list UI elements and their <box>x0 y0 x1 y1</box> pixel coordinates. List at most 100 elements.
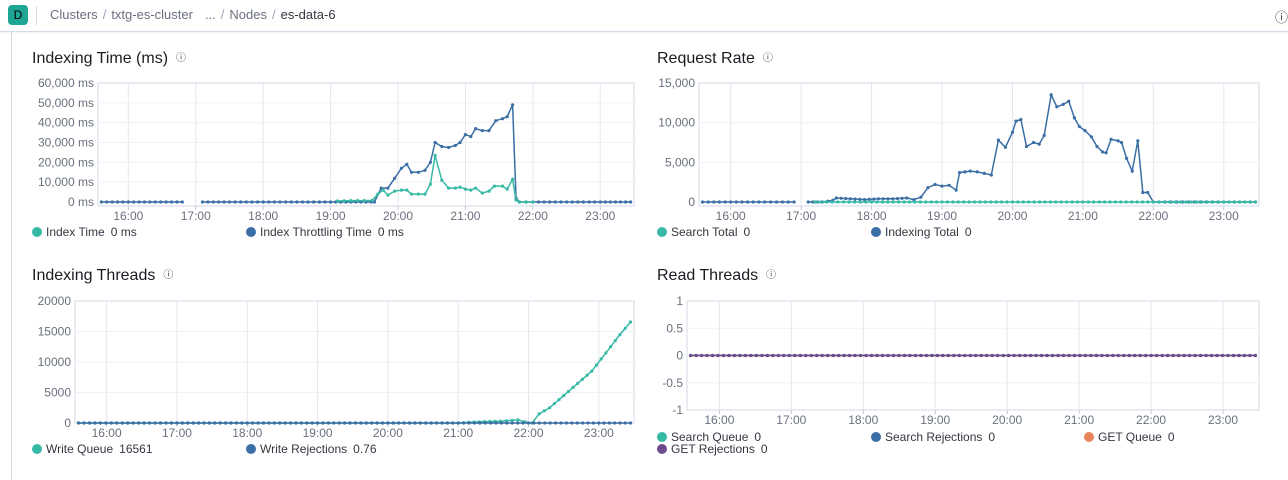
data-point <box>1061 353 1066 358</box>
data-point <box>842 353 846 358</box>
data-point <box>919 195 923 199</box>
x-tick-label: 16:00 <box>704 413 734 427</box>
data-point <box>93 421 97 425</box>
data-point <box>886 200 890 204</box>
data-point <box>824 200 829 204</box>
data-point <box>1029 353 1033 358</box>
data-point <box>1182 353 1186 358</box>
data-point <box>480 129 484 133</box>
x-tick-label: 20:00 <box>383 209 413 223</box>
data-point <box>935 200 939 204</box>
data-point <box>381 188 385 192</box>
breadcrumb-cluster[interactable]: txtg-es-cluster <box>111 7 193 22</box>
data-point <box>967 200 971 204</box>
legend-dot <box>1084 432 1094 442</box>
data-point <box>1089 135 1093 139</box>
data-point <box>792 200 796 204</box>
data-point <box>120 421 124 425</box>
data-point <box>474 186 478 190</box>
plot-frame <box>97 82 635 207</box>
data-point <box>272 421 276 425</box>
data-point <box>941 353 945 358</box>
data-point <box>776 353 780 358</box>
data-point <box>1104 151 1108 155</box>
data-point <box>299 421 303 425</box>
data-point <box>793 353 797 358</box>
data-point <box>982 171 986 175</box>
data-point <box>516 421 520 425</box>
breadcrumb-nodes[interactable]: Nodes <box>229 7 267 22</box>
data-point <box>848 353 852 358</box>
data-point <box>1248 200 1252 204</box>
data-point <box>1151 200 1155 204</box>
data-point <box>375 421 379 425</box>
data-point <box>1019 117 1023 122</box>
legend-write-queue[interactable]: Write Queue 16561 <box>32 442 153 456</box>
data-point <box>1177 353 1181 358</box>
data-point <box>99 200 103 204</box>
y-tick-label: 1 <box>676 294 683 308</box>
legend-get-queue[interactable]: GET Queue 0 <box>1084 430 1175 444</box>
legend-search-total[interactable]: Search Total 0 <box>657 225 750 239</box>
data-point <box>989 200 993 204</box>
data-point <box>224 421 228 425</box>
data-point <box>848 197 853 201</box>
info-icon[interactable]: ⓘ <box>766 270 777 281</box>
data-point <box>142 421 146 425</box>
data-point <box>1226 353 1230 358</box>
info-icon[interactable]: ⓘ <box>176 53 187 64</box>
data-point <box>1023 353 1027 358</box>
info-icon[interactable]: ⓘ <box>762 53 773 64</box>
legend-indexing-total[interactable]: Indexing Total 0 <box>871 225 972 239</box>
data-point <box>751 200 755 204</box>
data-point <box>343 421 347 425</box>
data-point <box>480 191 484 195</box>
data-point <box>323 200 327 204</box>
data-point <box>1157 200 1161 204</box>
data-point <box>284 200 288 204</box>
data-point <box>1113 200 1117 204</box>
data-point <box>109 421 113 425</box>
avatar[interactable]: D <box>8 5 28 25</box>
legend-label: Search Rejections <box>885 430 983 444</box>
legend-search-rejections[interactable]: Search Rejections 0 <box>871 430 995 444</box>
help-icon[interactable]: ⓘ <box>1274 10 1288 25</box>
legend-value: 0 <box>754 430 762 444</box>
data-point <box>306 200 310 204</box>
y-tick-label: 15,000 <box>658 76 695 90</box>
data-point <box>603 200 607 204</box>
data-point <box>859 353 863 358</box>
legend-index-time[interactable]: Index Time 0 ms <box>32 225 137 239</box>
breadcrumb-clusters[interactable]: Clusters <box>50 7 98 22</box>
data-point <box>968 353 972 358</box>
data-point <box>900 196 904 200</box>
legend-index-throttling-time[interactable]: Index Throttling Time 0 ms <box>246 225 404 239</box>
data-point <box>585 373 589 377</box>
data-point <box>935 353 940 358</box>
legend-write-rejections[interactable]: Write Rejections 0.76 <box>246 442 377 456</box>
legend-get-rejections[interactable]: GET Rejections 0 <box>657 442 768 456</box>
breadcrumb-current: es-data-6 <box>280 7 336 22</box>
data-point <box>424 421 428 425</box>
breadcrumb-collapsed[interactable]: ... <box>204 7 216 22</box>
data-point <box>376 192 380 196</box>
indexing-threads-title-text: Indexing Threads <box>32 267 156 284</box>
x-tick-label: 18:00 <box>857 209 887 223</box>
data-point <box>1171 353 1175 358</box>
data-point <box>940 200 944 204</box>
data-point <box>974 353 978 358</box>
legend-search-queue[interactable]: Search Queue 0 <box>657 430 761 444</box>
data-point <box>875 353 879 358</box>
x-tick-label: 18:00 <box>232 426 262 440</box>
data-point <box>256 421 260 425</box>
data-point <box>191 421 195 425</box>
data-point <box>402 421 406 425</box>
data-point <box>581 200 586 204</box>
data-point <box>433 153 437 157</box>
data-point <box>233 200 237 204</box>
data-point <box>700 353 704 358</box>
info-icon[interactable]: ⓘ <box>163 270 174 281</box>
data-point <box>593 200 597 204</box>
data-point <box>765 353 770 358</box>
data-point <box>604 351 608 355</box>
